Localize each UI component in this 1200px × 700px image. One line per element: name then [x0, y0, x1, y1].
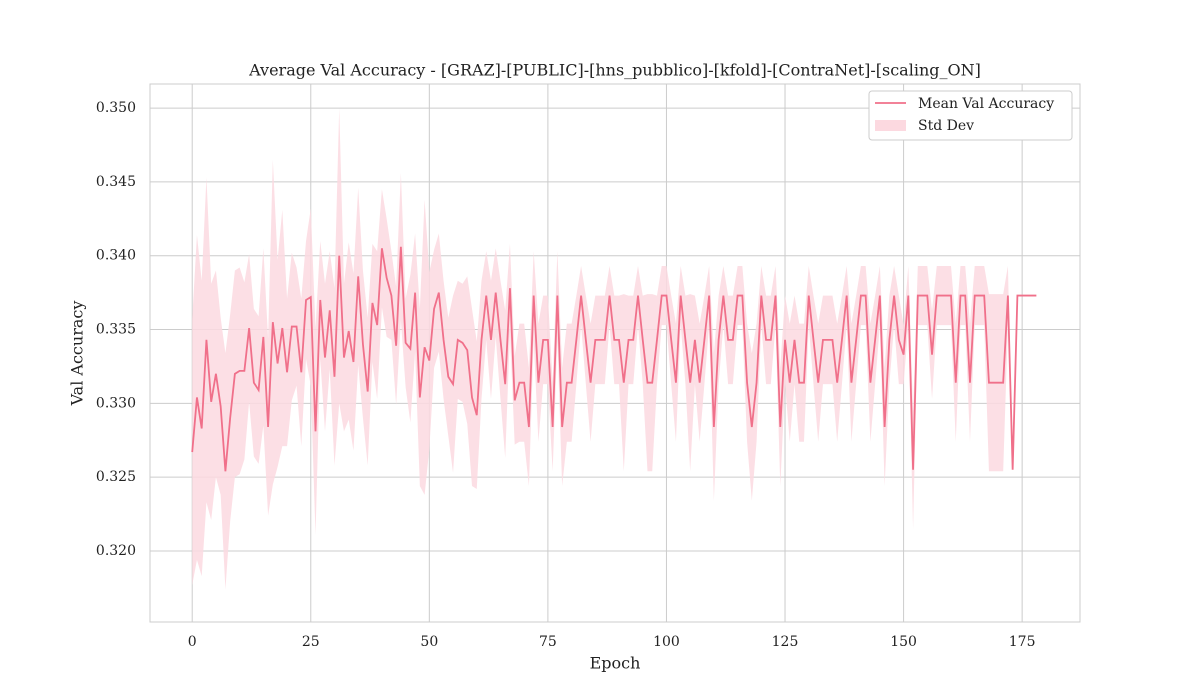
legend-label: Std Dev: [918, 118, 974, 134]
legend-label: Mean Val Accuracy: [918, 96, 1054, 112]
mean-line: [191, 246, 1037, 472]
y-tick-label: 0.325: [96, 469, 136, 485]
legend-band-swatch: [875, 120, 906, 131]
y-tick-label: 0.335: [96, 322, 136, 338]
x-tick-label: 0: [188, 634, 197, 650]
x-tick-label: 50: [420, 634, 438, 650]
x-tick-label: 25: [302, 634, 320, 650]
std-band: [192, 108, 1037, 590]
x-tick-label: 100: [653, 634, 680, 650]
x-tick-label: 175: [1009, 634, 1036, 650]
plot-frame: [149, 83, 1081, 623]
x-axis-label: Epoch: [590, 654, 641, 673]
x-tick-label: 125: [772, 634, 799, 650]
y-tick-label: 0.350: [96, 100, 136, 116]
chart-title: Average Val Accuracy - [GRAZ]-[PUBLIC]-[…: [248, 61, 981, 80]
y-tick-label: 0.320: [96, 543, 136, 559]
legend: Mean Val Accuracy Std Dev: [868, 90, 1073, 141]
y-tick-label: 0.330: [96, 395, 136, 411]
legend-box: [868, 90, 1073, 141]
x-tick-label: 75: [539, 634, 557, 650]
y-tick-label: 0.340: [96, 248, 136, 264]
y-tick-label: 0.345: [96, 174, 136, 190]
x-tick-label: 150: [890, 634, 917, 650]
y-axis-label: Val Accuracy: [68, 301, 87, 407]
